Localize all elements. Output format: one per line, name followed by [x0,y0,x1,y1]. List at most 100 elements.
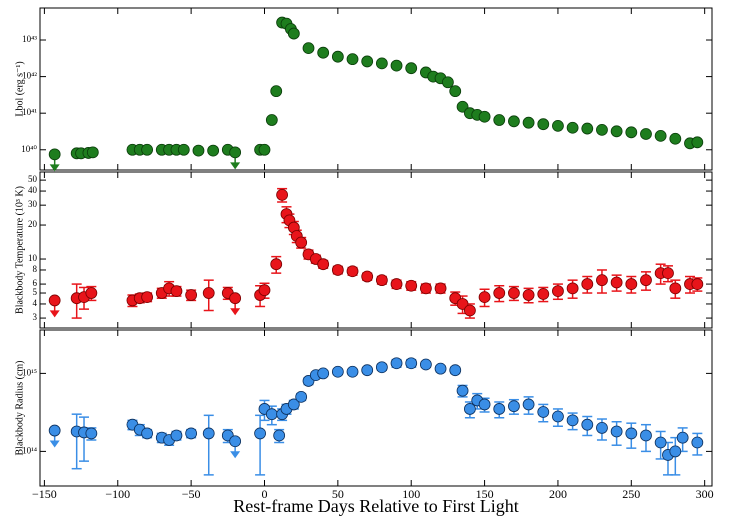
data-point [676,431,689,444]
data-point [691,436,704,449]
y-tick-label: 10⁴² [22,71,37,81]
data-point [317,46,330,59]
data-point [478,110,491,123]
data-point [390,357,403,370]
data-point [522,289,535,301]
upper-limit-arrow [49,440,60,448]
data-point [478,291,491,304]
data-point [691,278,704,290]
x-tick-label: 300 [696,487,714,501]
upper-limit-arrow [230,451,241,459]
data-point [361,364,374,377]
data-point [361,55,374,68]
data-point [346,365,359,378]
y-tick-label: 5 [33,287,38,297]
upper-limit [48,148,61,172]
data-point [419,358,432,371]
y-tick-label: 10 [28,253,38,263]
y-tick-label: 10¹⁴ [22,445,37,455]
data-point [202,427,215,440]
x-tick-label: −150 [32,487,57,501]
data-point [625,427,638,440]
y-axis-label: Lbol (erg s⁻¹) [14,61,25,116]
data-point [669,445,682,458]
upper-limit-arrow [230,308,241,316]
y-axis-label: Blackbody Temperature (10³ K) [14,186,25,314]
data-point [654,129,667,142]
data-point [640,274,652,287]
upper-limit [229,435,242,459]
data-point [610,425,623,438]
data-point [478,398,491,411]
data-point [295,390,308,403]
upper-limit-arrow [230,162,241,170]
x-tick-label: −100 [105,487,130,501]
x-tick-label: 0 [261,487,267,501]
data-point [566,282,579,295]
data-point [177,143,190,156]
data-point [493,114,506,126]
y-tick-label: 8 [33,264,38,274]
data-point [302,42,315,55]
data-point [581,122,594,135]
data-point [270,85,283,98]
data-point [610,125,623,138]
y-tick-label: 10⁴⁰ [21,144,37,154]
y-tick-label: 3 [33,312,38,322]
data-point [390,278,403,290]
data-point [85,427,98,440]
x-tick-label: −50 [182,487,201,501]
data-point [170,429,183,442]
data-point [441,76,454,89]
data-point [566,414,579,427]
data-point [207,144,220,157]
data-point [141,427,154,440]
data-point [537,406,550,418]
plot-frame [39,329,713,487]
data-point [610,276,623,289]
data-point [265,408,278,421]
upper-limit-point [229,292,242,305]
plot-frame [39,171,713,329]
y-tick-label: 20 [28,219,38,229]
data-point [185,427,198,440]
data-point [141,143,154,156]
data-point [331,50,344,63]
data-point [596,123,608,136]
data-point [270,258,283,271]
y-tick-label: 50 [28,174,38,184]
upper-limit-arrow [49,164,60,172]
data-point [640,128,652,140]
data-point [375,274,388,287]
data-point [390,59,403,72]
upper-limit [48,294,61,318]
data-point [596,422,608,434]
data-point [265,114,278,126]
data-point [552,285,564,297]
error-bar [71,413,82,470]
data-point [86,146,99,159]
data-point [552,119,564,132]
data-point [493,287,506,299]
data-point [254,427,266,440]
data-point [449,364,462,377]
data-point [508,400,520,413]
upper-limit-point [48,424,61,437]
data-point [170,285,183,297]
data-point [258,284,271,297]
x-tick-label: 150 [476,487,494,501]
error-bar [255,414,266,476]
data-point [654,436,667,449]
data-point [361,270,374,283]
data-point [287,398,300,411]
upper-limit-arrow [49,310,60,318]
data-point [662,267,674,280]
data-point [456,384,469,397]
data-point [331,264,344,276]
y-tick-label: 10¹⁵ [22,367,37,377]
data-point [434,362,447,375]
data-point [258,143,271,156]
data-point [552,410,564,423]
